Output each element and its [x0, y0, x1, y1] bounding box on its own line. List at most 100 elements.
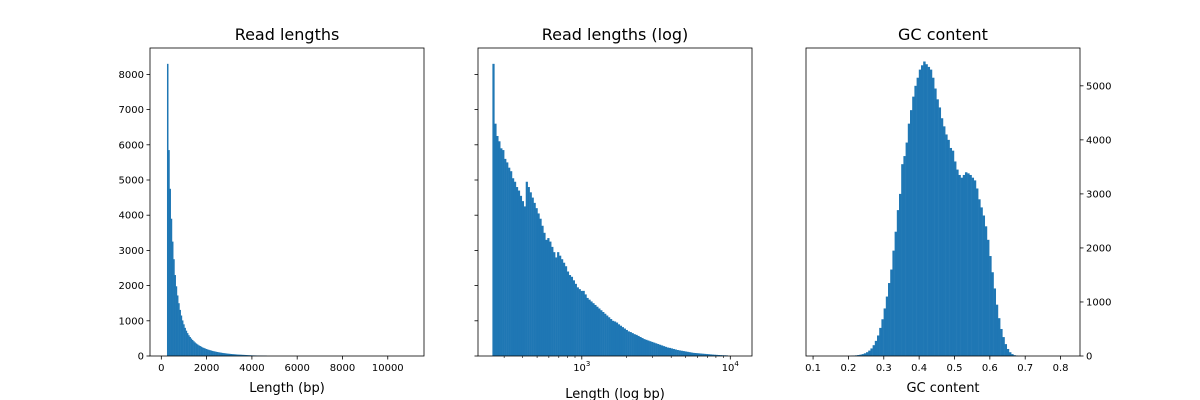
read-lengths-panel: Read lengths 0 2000 4000 6000 8000 10000 0 100…: [119, 25, 425, 396]
histogram-bar: [194, 342, 196, 356]
histogram-bar: [168, 150, 170, 356]
histogram-bar: [525, 181, 528, 356]
histogram-bar: [171, 241, 174, 356]
histogram-bar: [210, 350, 213, 356]
histogram-bar: [608, 317, 611, 356]
histogram-bar: [1006, 348, 1010, 356]
histogram-bar: [617, 324, 621, 356]
histogram-bar: [629, 332, 632, 356]
histogram-bar: [580, 290, 583, 356]
histogram-bar: [868, 350, 871, 356]
histogram-bar: [228, 353, 230, 356]
histogram-bar: [995, 304, 999, 356]
histogram-bar: [945, 134, 948, 356]
histogram-bar: [1004, 344, 1008, 356]
histogram-bar: [686, 351, 689, 356]
histogram-bar: [649, 341, 652, 356]
histogram-bar: [956, 169, 959, 356]
histogram-bar: [209, 350, 211, 356]
histogram-bar: [940, 118, 944, 356]
histogram-bar: [890, 269, 893, 356]
histogram-bar: [498, 141, 501, 356]
histogram-bar: [870, 348, 873, 356]
y-tick-label: 7000: [119, 105, 144, 116]
histogram-bar: [247, 355, 250, 356]
histogram-bar: [914, 85, 917, 356]
histogram-bar: [196, 344, 199, 356]
histogram-bar: [989, 256, 992, 356]
histogram-bar: [888, 283, 891, 356]
histogram-bar: [927, 66, 931, 356]
histogram-bar: [672, 348, 675, 356]
histogram-bar: [653, 342, 656, 356]
histogram-bar: [647, 340, 650, 356]
histogram-bar: [201, 347, 204, 356]
histogram-bar: [496, 136, 499, 356]
histogram-bar: [949, 147, 953, 356]
histogram-bar: [211, 350, 214, 356]
histogram-bar: [199, 345, 201, 356]
histogram-bar: [179, 309, 181, 356]
histogram-bar: [709, 354, 713, 356]
x-axis-ticks: 0.1 0.2 0.3 0.4 0.5 0.6 0.7 0.8: [805, 356, 1069, 374]
histogram-bar: [975, 188, 979, 356]
histogram-bar: [555, 257, 558, 356]
histogram-bar: [657, 344, 660, 356]
histogram-bar: [508, 167, 511, 356]
histogram-bar: [235, 354, 237, 356]
histogram-bar: [543, 232, 546, 356]
histogram-bar: [230, 353, 232, 356]
histogram-bar: [568, 275, 572, 356]
histogram-bar: [700, 353, 703, 356]
histogram-bar: [244, 354, 246, 356]
histogram-bar: [229, 353, 231, 356]
histogram-bar: [185, 330, 188, 356]
histogram-bar: [226, 353, 229, 356]
histogram-bar: [570, 276, 574, 356]
histogram-bar: [242, 354, 245, 356]
x-axis-ticks: 0 2000 4000 6000 8000 10000: [158, 356, 404, 374]
x-tick-label: 4000: [239, 363, 264, 374]
histogram-bar: [578, 289, 581, 356]
histogram-bar: [980, 207, 983, 356]
x-tick-label: 0.5: [947, 363, 963, 374]
histogram-bar: [621, 327, 624, 356]
histogram-bar: [978, 199, 981, 356]
histogram-bar: [863, 353, 867, 356]
histogram-bar: [704, 353, 707, 356]
histogram-bar: [193, 341, 195, 356]
y-tick-label: 1000: [119, 316, 144, 327]
histogram-bar: [559, 255, 562, 356]
histogram-bar: [874, 340, 878, 356]
histogram-bar: [557, 252, 560, 356]
histogram-bar: [698, 353, 701, 356]
histogram-bar: [711, 354, 715, 356]
histogram-bar: [690, 352, 693, 356]
histogram-bar: [676, 350, 679, 356]
histogram-bar: [549, 241, 552, 356]
histogram-bar: [637, 335, 640, 356]
histogram-bar: [178, 303, 180, 356]
histogram-bar: [572, 280, 575, 356]
histogram-bar: [208, 349, 210, 356]
x-tick-label: 0: [158, 363, 164, 374]
histogram-bar: [655, 343, 658, 356]
histogram-bar: [684, 351, 687, 356]
histogram-bar: [198, 345, 200, 356]
histogram-bar: [706, 354, 709, 356]
y-tick-label: 6000: [119, 140, 144, 151]
histogram-bar: [203, 347, 205, 356]
histogram-bar: [960, 177, 964, 356]
histogram-bar: [641, 338, 644, 356]
x-axis-label: Length (log bp): [565, 387, 665, 400]
x-tick-exponent: 4: [734, 360, 739, 368]
histogram-bar: [708, 354, 711, 356]
histogram-bar: [619, 325, 623, 356]
y-tick-label: 3000: [1086, 189, 1111, 200]
y-tick-label: 3000: [119, 246, 144, 257]
histogram-bar: [651, 341, 654, 356]
histogram-bar: [547, 238, 550, 356]
histogram-bar: [566, 271, 570, 356]
histogram-bar: [174, 275, 176, 356]
